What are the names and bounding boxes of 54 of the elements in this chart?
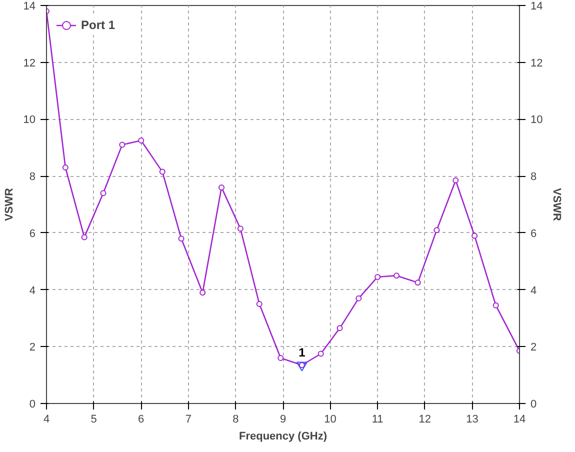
point — [138, 138, 144, 144]
point — [336, 325, 343, 332]
y2-tick-label: 14 — [530, 0, 543, 12]
y2-tick-label: 12 — [530, 57, 543, 70]
point — [492, 302, 499, 308]
x-tick-label: 5 — [90, 414, 97, 426]
point — [356, 295, 362, 302]
x-tick-label: 10 — [324, 414, 336, 426]
y-tick-label: 8 — [29, 171, 36, 184]
annotation: 1 — [298, 346, 306, 360]
y-tick-label: 0 — [29, 398, 36, 410]
x-tick-label: 4 — [43, 414, 50, 426]
y-axis-title: VSWR — [3, 188, 16, 221]
x-tick-label: 7 — [185, 414, 192, 426]
y2-axis-title: VSWR — [550, 188, 563, 222]
point — [256, 301, 262, 307]
point — [374, 274, 381, 280]
y2-tick-label: 6 — [530, 228, 537, 240]
point — [318, 350, 324, 357]
x-tick-label: 6 — [138, 414, 144, 426]
y-tick-label: 14 — [23, 0, 36, 12]
point — [178, 236, 184, 242]
y-tick-label: 12 — [23, 57, 36, 70]
legend-label: Port 1 — [81, 18, 116, 32]
point — [394, 272, 400, 279]
point — [119, 142, 126, 148]
y-tick-label: 6 — [29, 228, 36, 240]
x-tick-label: 9 — [280, 414, 286, 426]
point — [159, 168, 166, 175]
x-tick-label: 12 — [418, 414, 432, 426]
y2-tick-label: 4 — [530, 284, 537, 297]
point — [218, 184, 225, 190]
y2-tick-label: 0 — [530, 398, 537, 410]
point — [278, 355, 284, 362]
y-tick-label: 10 — [23, 114, 36, 126]
point — [472, 232, 478, 239]
point — [237, 226, 244, 232]
y2-tick-label: 2 — [530, 342, 537, 354]
x-tick-label: 11 — [372, 414, 384, 426]
y2-tick-label: 10 — [530, 114, 543, 126]
point — [62, 164, 68, 171]
point — [100, 190, 106, 196]
x-axis-title: Frequency (GHz) — [238, 430, 328, 442]
point — [81, 234, 88, 240]
point — [452, 177, 459, 184]
point — [414, 280, 421, 286]
x-tick-label: 8 — [232, 414, 239, 426]
x-tick-label: 13 — [466, 414, 478, 426]
y2-tick-label: 8 — [530, 171, 537, 184]
y-tick-label: 2 — [29, 342, 36, 354]
point — [200, 290, 206, 296]
y-tick-label: 4 — [29, 284, 36, 297]
point — [434, 227, 440, 234]
x-tick-label: 14 — [513, 414, 526, 426]
